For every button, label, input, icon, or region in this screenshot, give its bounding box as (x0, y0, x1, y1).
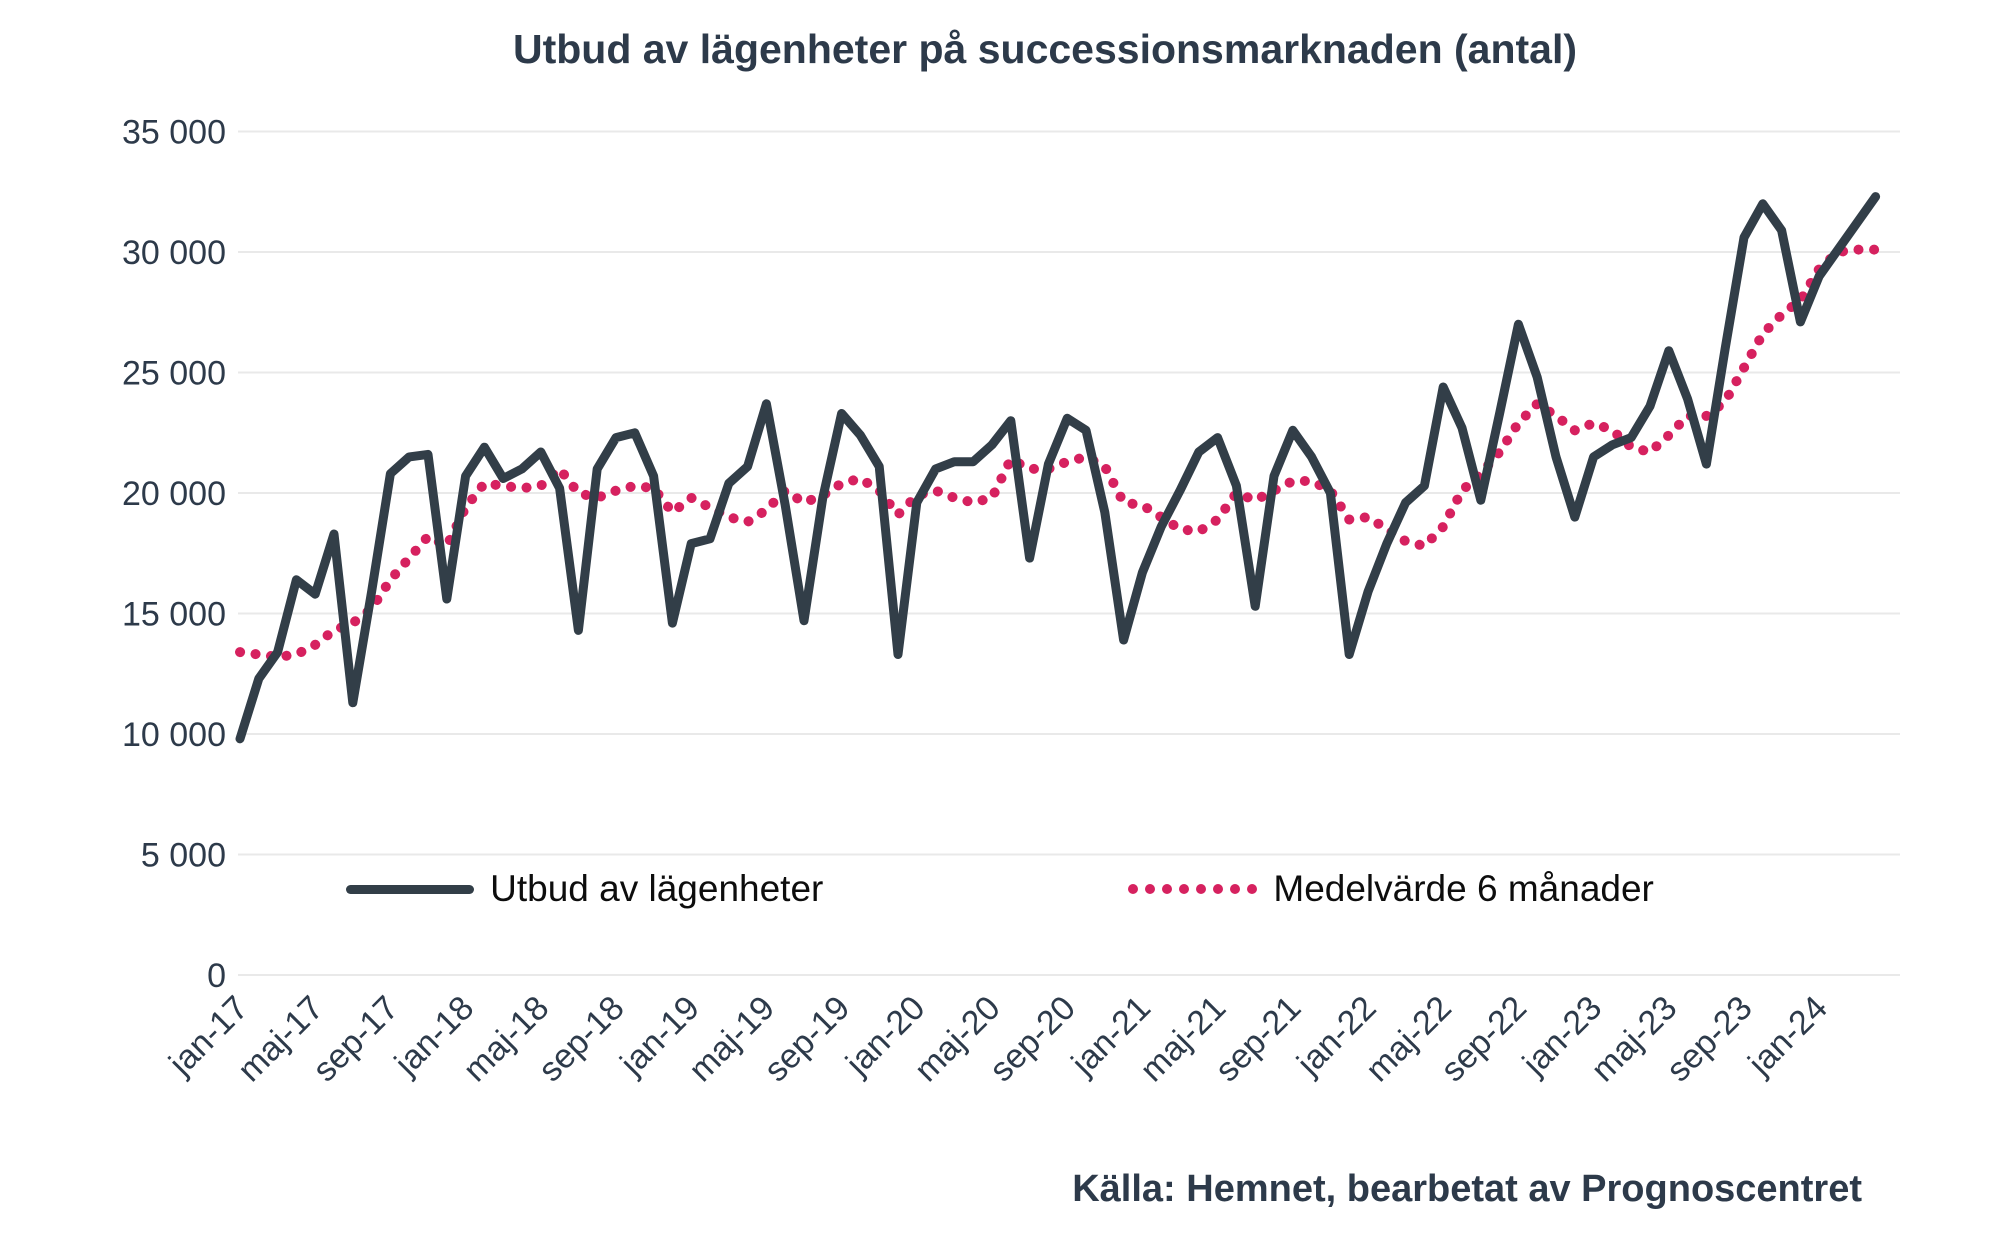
gridlines (238, 130, 1900, 976)
legend-item-utbud: Utbud av lägenheter (346, 868, 823, 910)
legend-label-utbud: Utbud av lägenheter (490, 868, 824, 909)
dotted-line-swatch (1128, 884, 1258, 894)
svg-text:sep-23: sep-23 (1659, 989, 1759, 1089)
svg-text:sep-20: sep-20 (982, 989, 1082, 1089)
svg-text:maj-19: maj-19 (682, 989, 782, 1089)
legend-label-medelvarde: Medelvärde 6 månader (1273, 868, 1654, 909)
solid-line-swatch (346, 884, 475, 894)
svg-text:30 000: 30 000 (122, 234, 226, 272)
svg-text:maj-21: maj-21 (1133, 989, 1233, 1089)
svg-text:maj-17: maj-17 (230, 989, 330, 1089)
svg-text:15 000: 15 000 (122, 596, 226, 634)
svg-text:sep-19: sep-19 (757, 989, 857, 1089)
svg-text:10 000: 10 000 (122, 716, 226, 754)
svg-text:sep-21: sep-21 (1208, 989, 1308, 1089)
legend-item-medelvarde: Medelvärde 6 månader (1128, 868, 1654, 910)
svg-text:sep-22: sep-22 (1434, 989, 1534, 1089)
svg-text:maj-20: maj-20 (907, 989, 1007, 1089)
source-attribution: Källa: Hemnet, bearbetat av Prognoscentr… (1072, 1168, 1862, 1210)
svg-text:5 000: 5 000 (141, 837, 226, 875)
svg-text:maj-22: maj-22 (1358, 989, 1458, 1089)
svg-text:maj-18: maj-18 (456, 989, 556, 1089)
y-axis-tick-labels: 0 5 000 10 000 15 000 20 000 25 000 30 000 35 0… (122, 114, 226, 996)
legend: Utbud av lägenheter Medelvärde 6 månader (0, 868, 2000, 910)
svg-text:maj-23: maj-23 (1584, 989, 1684, 1089)
svg-text:jan-24: jan-24 (1740, 989, 1834, 1083)
svg-text:35 000: 35 000 (122, 114, 226, 152)
svg-text:25 000: 25 000 (122, 355, 226, 393)
chart-title: Utbud av lägenheter på successionsmarkna… (512, 26, 1578, 72)
series-utbud-solid-line (235, 192, 1881, 744)
series-medelvarde-dotted-line (235, 244, 1881, 662)
x-axis-tick-labels: jan-17maj-17sep-17jan-18maj-18sep-18jan-… (161, 989, 1835, 1089)
svg-text:sep-18: sep-18 (531, 989, 631, 1089)
svg-text:0: 0 (207, 957, 226, 995)
svg-text:sep-17: sep-17 (306, 989, 406, 1089)
svg-text:20 000: 20 000 (122, 475, 226, 513)
